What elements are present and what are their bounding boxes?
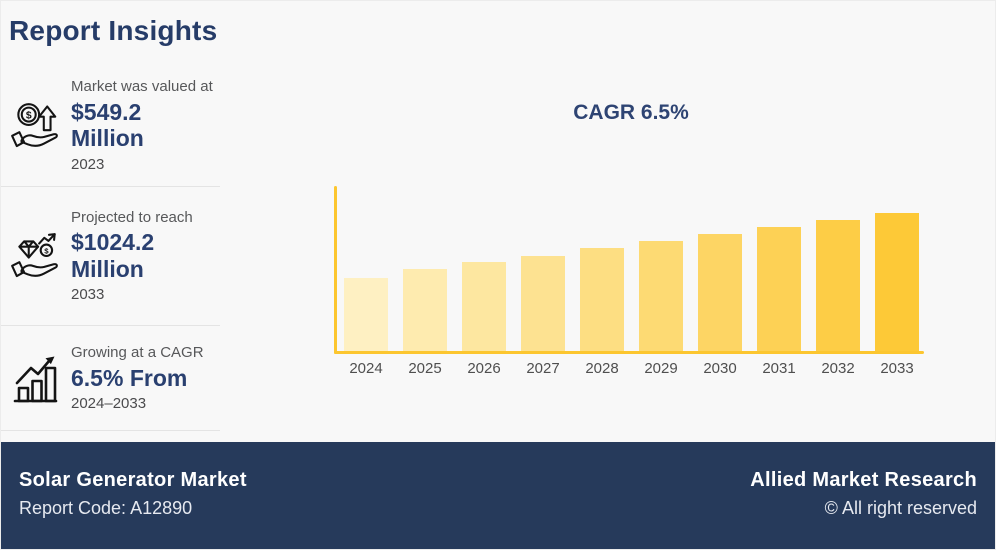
x-tick-label: 2024 [349,360,383,377]
x-tick-label: 2027 [526,360,560,377]
bar-2026 [462,262,506,351]
chart-title-cagr: CAGR 6.5% [573,101,689,124]
bar-2033 [875,213,919,351]
x-tick-label: 2031 [762,360,796,377]
insights-sidebar: $ Market was valued at $549.2 Million 20… [1,65,220,431]
x-tick-label: 2029 [644,360,678,377]
stat-value: $549.2 Million [71,98,144,152]
x-tick-label: 2026 [467,360,501,377]
bar-2027 [521,256,565,351]
brand-name: Allied Market Research [750,469,977,491]
bar-2032 [816,220,860,351]
stat-period: 2033 [71,286,105,304]
bar-series [344,213,919,351]
x-axis [334,351,924,354]
stat-label: Projected to reach [71,208,193,226]
insight-projection: $ Projected to reach $1024.2 Million 203… [1,187,220,326]
stat-period: 2023 [71,155,105,173]
insight-market-value: $ Market was valued at $549.2 Million 20… [1,65,220,187]
y-axis [334,186,337,354]
x-tick-label: 2032 [821,360,855,377]
footer-bar: Solar Generator Market Report Code: A128… [1,442,995,549]
bar-2030 [698,234,742,351]
stat-label: Market was valued at [71,78,213,96]
bar-2029 [639,241,683,351]
page-title: Report Insights [9,15,218,46]
market-name: Solar Generator Market [19,469,247,491]
hand-coin-up-arrow-icon: $ [1,99,71,153]
stat-text: Growing at a CAGR 6.5% From 2024–2033 [71,344,220,412]
stat-label: Growing at a CAGR [71,343,204,361]
footer-left: Solar Generator Market Report Code: A128… [19,469,247,549]
svg-text:$: $ [26,110,32,121]
report-code: Report Code: A12890 [19,498,193,518]
hand-diamond-growth-icon: $ [1,229,71,283]
footer-right: Allied Market Research © All right reser… [750,469,977,549]
growth-bars-arrow-icon [1,349,71,407]
bar-2031 [757,227,801,351]
stat-text: Projected to reach $1024.2 Million 2033 [71,209,220,304]
bar-2025 [403,269,447,351]
x-tick-label: 2030 [703,360,737,377]
bar-2028 [580,248,624,351]
bar-2024 [344,278,388,351]
x-tick-label: 2028 [585,360,619,377]
svg-text:$: $ [44,247,49,256]
stat-period: 2024–2033 [71,395,147,413]
x-tick-label: 2033 [880,360,914,377]
insight-cagr: Growing at a CAGR 6.5% From 2024–2033 [1,326,220,431]
stat-value: 6.5% From [71,364,188,391]
stat-value: $1024.2 Million [71,229,155,282]
copyright-notice: © All right reserved [824,498,977,518]
x-tick-label: 2025 [408,360,442,377]
x-axis-labels: 2024 2025 2026 2027 2028 2029 2030 2031 2032 2033 [344,360,919,377]
stat-text: Market was valued at $549.2 Million 2023 [71,78,220,173]
